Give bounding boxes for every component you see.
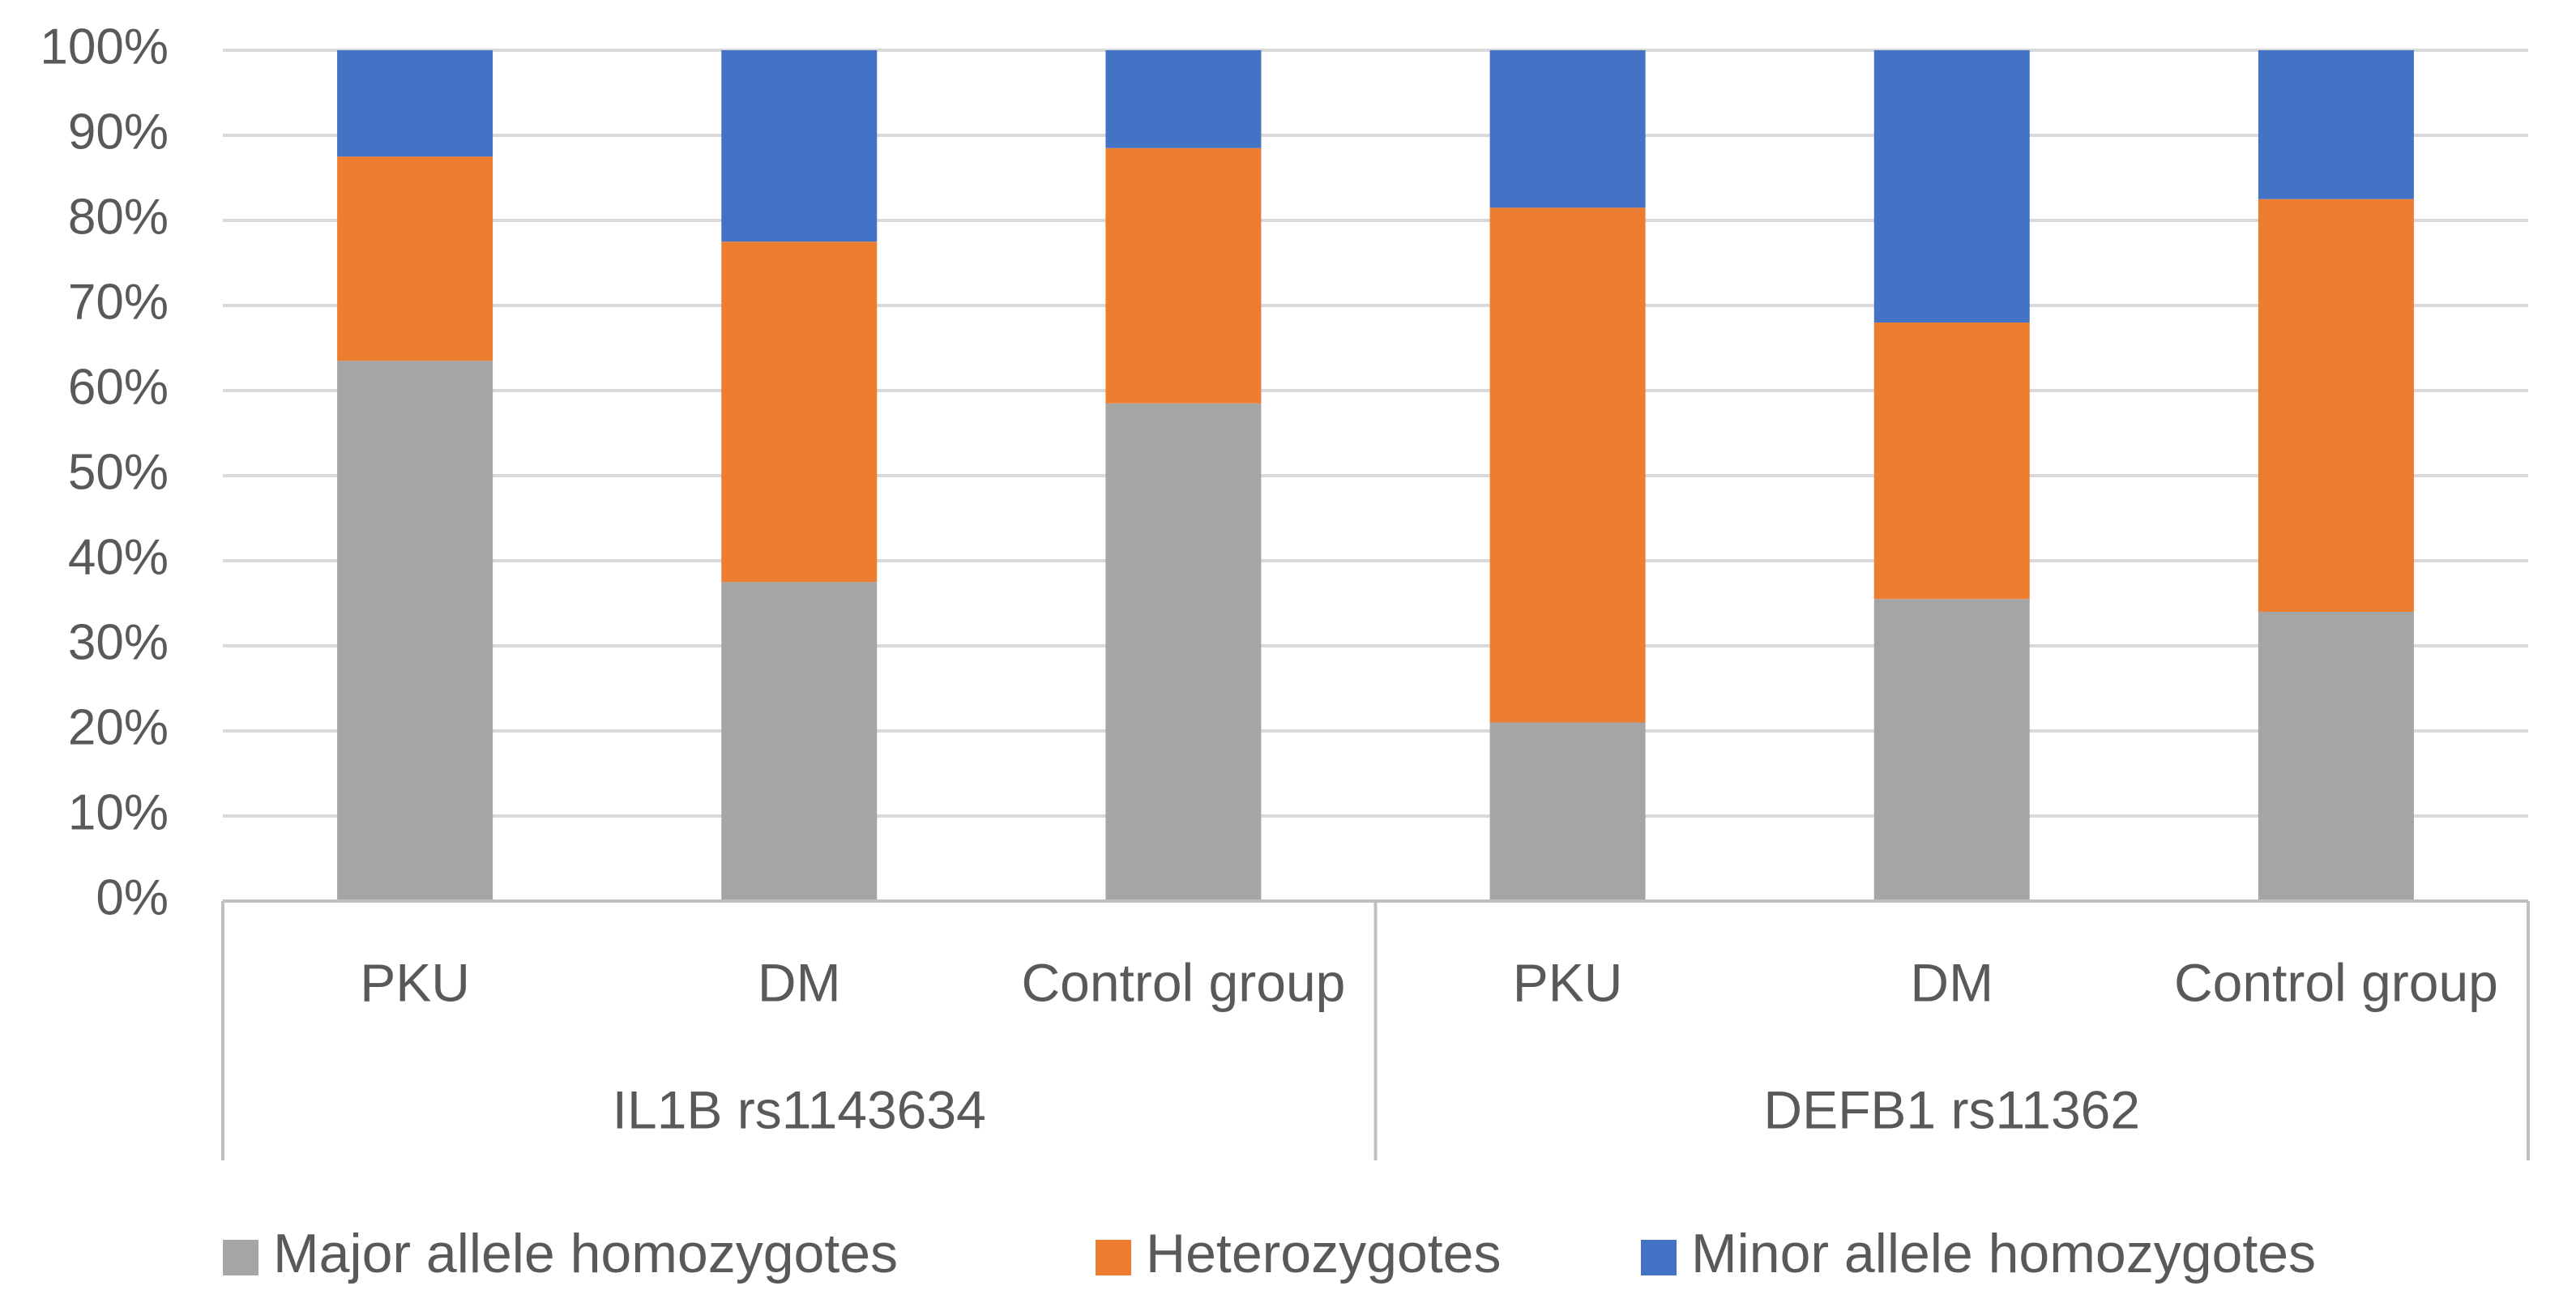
- bar-segment: [721, 241, 878, 583]
- bar-segment: [1489, 722, 1646, 901]
- x-group-label: DEFB1 rs11362: [1763, 1079, 2140, 1139]
- y-tick-label: 10%: [68, 784, 169, 840]
- gridlines: [223, 49, 2528, 818]
- y-tick-label: 20%: [68, 699, 169, 755]
- x-group-label: IL1B rs1143634: [613, 1079, 986, 1139]
- legend: Major allele homozygotes Heterozygotes Min…: [223, 1223, 2316, 1284]
- x-category-label: Control group: [2174, 952, 2498, 1012]
- bar-segment: [1873, 50, 2030, 323]
- bar-segment: [1873, 323, 2030, 600]
- y-tick-label: 80%: [68, 189, 169, 245]
- bar-segment: [2258, 50, 2414, 199]
- y-tick-label: 60%: [68, 359, 169, 415]
- y-tick-label: 50%: [68, 444, 169, 500]
- y-tick-label: 90%: [68, 104, 169, 160]
- x-category-label: Control group: [1021, 952, 1345, 1012]
- bar-segment: [721, 582, 878, 901]
- bar-segment: [1105, 147, 1262, 404]
- x-category-label: DM: [758, 952, 841, 1012]
- bar-segment: [1105, 50, 1262, 148]
- legend-label: Heterozygotes: [1146, 1223, 1501, 1284]
- bars: [337, 50, 2414, 901]
- y-tick-label: 0%: [96, 869, 169, 925]
- bar-segment: [1489, 50, 1646, 208]
- legend-label: Minor allele homozygotes: [1691, 1223, 2316, 1284]
- legend-swatch: [1641, 1240, 1677, 1275]
- x-category-label: DM: [1910, 952, 1993, 1012]
- legend-swatch: [223, 1240, 258, 1275]
- bar-segment: [2258, 199, 2414, 612]
- legend-item: Minor allele homozygotes: [1641, 1223, 2316, 1284]
- y-tick-label: 30%: [68, 614, 169, 670]
- legend-item: Heterozygotes: [1096, 1223, 1501, 1284]
- y-tick-label: 40%: [68, 529, 169, 585]
- x-axis: PKU DM Control group PKU DM Control group IL1B…: [221, 899, 2530, 1160]
- y-tick-label: 70%: [68, 274, 169, 330]
- bar-segment: [337, 50, 493, 157]
- legend-item: Major allele homozygotes: [223, 1223, 898, 1284]
- bar-segment: [1105, 403, 1262, 901]
- x-category-label: PKU: [1513, 952, 1623, 1012]
- bar-segment: [1873, 599, 2030, 901]
- bar-segment: [337, 361, 493, 901]
- legend-swatch: [1096, 1240, 1131, 1275]
- bar-segment: [721, 50, 878, 242]
- x-category-label: PKU: [360, 952, 470, 1012]
- bar-segment: [337, 156, 493, 361]
- bar-segment: [1489, 207, 1646, 723]
- bar-segment: [2258, 612, 2414, 901]
- legend-label: Major allele homozygotes: [273, 1223, 898, 1284]
- y-tick-label: 100%: [40, 19, 169, 75]
- y-axis-ticks: 0% 10% 20% 30% 40% 50% 60% 70% 80% 90% 100%: [40, 19, 169, 925]
